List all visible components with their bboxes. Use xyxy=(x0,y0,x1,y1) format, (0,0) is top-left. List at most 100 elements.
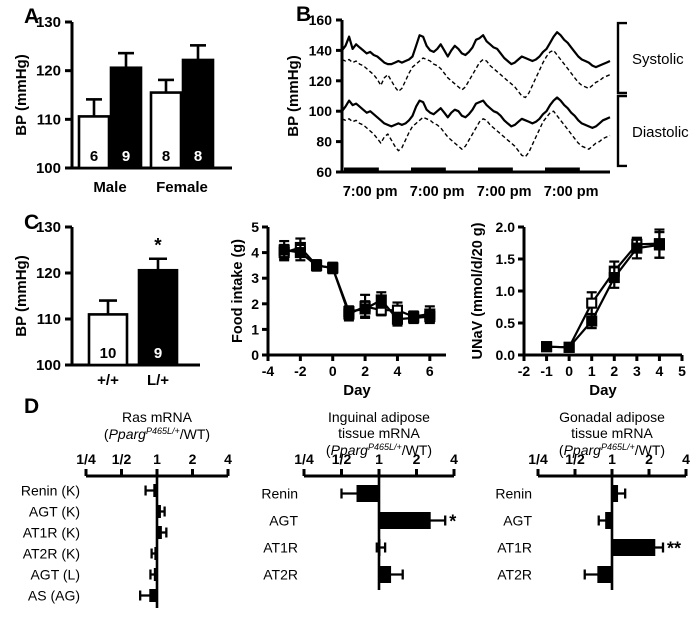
dark-phase-bar xyxy=(545,167,580,174)
x-tick-label: 2 xyxy=(645,451,653,467)
y-tick-label: 5 xyxy=(251,219,259,235)
significance-marker: ** xyxy=(667,539,681,559)
x-tick-label: 1/4 xyxy=(528,451,548,467)
x-tick-label: -2 xyxy=(518,363,531,379)
inguinal-mrna-category-label: AT1R xyxy=(263,540,298,556)
x-tick-label: 7:00 pm xyxy=(477,184,532,200)
y-tick-label: 120 xyxy=(36,265,61,282)
y-tick-label: 100 xyxy=(309,103,333,119)
food-intake-marker-mutant xyxy=(375,294,387,306)
y-axis-label: UNaV (mmol/d/20 g) xyxy=(470,222,486,359)
food-intake-marker-mutant xyxy=(391,313,404,325)
systolic-label: Systolic xyxy=(632,51,684,68)
y-tick-label: 120 xyxy=(309,73,333,89)
panel-c-unav-chart: 0.0 0.5 1.0 1.5 2.0 -2 -1 0 1 2 3 4 5 UNaV (mmol/d/20… xyxy=(470,219,686,399)
gonadal-mrna-category-label: AT2R xyxy=(497,567,532,583)
unav-line-wildtype xyxy=(546,242,660,349)
sample-size-label: 6 xyxy=(90,148,98,165)
food-intake-marker-mutant xyxy=(278,244,290,256)
gonadal-mrna-bar xyxy=(612,539,656,556)
x-tick-label: -4 xyxy=(262,363,275,379)
gonadal-mrna-category-label: AT1R xyxy=(497,540,532,556)
gonadal-mrna-category-label: Renin xyxy=(495,486,532,502)
inguinal-mrna-category-label: Renin xyxy=(261,486,298,502)
dark-phase-bar xyxy=(411,167,446,174)
y-tick-label: 80 xyxy=(316,134,332,150)
y-tick-label: 100 xyxy=(36,357,61,374)
bar-wildtype xyxy=(87,313,129,367)
inguinal-mrna-title-line1b: tissue mRNA xyxy=(338,425,420,441)
x-tick-label: 3 xyxy=(633,363,641,379)
y-tick-label: 160 xyxy=(309,12,333,28)
panel-letter-a: A xyxy=(24,5,40,28)
panel-c-food-chart: 0 1 2 3 4 5 -4 -2 0 2 4 6 Food intake (g) Day xyxy=(230,219,446,399)
bar-male-wildtype xyxy=(77,115,111,170)
y-tick-label: 120 xyxy=(36,63,61,80)
x-tick-label: 1/4 xyxy=(294,451,314,467)
x-tick-label: 4 xyxy=(450,451,458,467)
x-axis-label: Day xyxy=(589,382,617,399)
x-tick-label: 2 xyxy=(413,451,421,467)
y-tick-label: 0 xyxy=(251,347,259,363)
dark-phase-bar xyxy=(344,167,379,174)
x-group-label-female: Female xyxy=(156,179,208,196)
y-tick-label: 60 xyxy=(316,164,332,180)
bar-male-mutant xyxy=(109,66,143,170)
y-tick-label: 1.5 xyxy=(496,251,516,267)
y-tick-label: 0.0 xyxy=(496,347,516,363)
x-tick-label: 4 xyxy=(394,363,402,379)
x-tick-label: 7:00 pm xyxy=(343,184,398,200)
y-tick-label: 1.0 xyxy=(496,283,516,299)
x-tick-label: 1/2 xyxy=(112,451,132,467)
unav-marker-mutant xyxy=(608,272,620,284)
panel-b-chart: 60 80 100 120 140 160 BP (mmHg) 7:00 pm 7:00 pm 7… xyxy=(285,12,689,200)
inguinal-mrna-category-label: AGT xyxy=(269,513,298,529)
unav-line-mutant xyxy=(546,243,660,349)
x-tick-label: 2 xyxy=(610,363,618,379)
trace-systolic-mutant xyxy=(341,31,611,69)
x-tick-label: 1/2 xyxy=(332,451,352,467)
y-tick-label: 100 xyxy=(36,160,61,177)
y-axis-label: BP (mmHg) xyxy=(13,54,30,135)
x-tick-label: 7:00 pm xyxy=(544,184,599,200)
ras-mrna-category-label: AT2R (K) xyxy=(23,546,80,562)
x-tick-label: 1 xyxy=(588,363,596,379)
x-category-label: +/+ xyxy=(97,372,119,389)
panel-letter-c: C xyxy=(24,211,40,234)
sample-size-label: 9 xyxy=(154,345,162,362)
sample-size-label: 8 xyxy=(162,148,170,165)
x-tick-label: 6 xyxy=(426,363,434,379)
food-intake-line-mutant xyxy=(284,248,430,321)
y-tick-label: 130 xyxy=(36,14,61,31)
x-tick-label: 4 xyxy=(682,451,690,467)
y-tick-label: 0.5 xyxy=(496,315,516,331)
dark-phase-bar xyxy=(478,167,513,174)
trace-diastolic-mutant xyxy=(341,96,611,129)
y-tick-label: 110 xyxy=(37,311,61,328)
ras-mrna-title-genotype: (PpargP465L/+/WT) xyxy=(104,426,210,442)
x-tick-label: 1 xyxy=(153,451,161,467)
inguinal-mrna-category-label: AT2R xyxy=(263,567,298,583)
sample-size-label: 8 xyxy=(194,148,202,165)
food-intake-marker-mutant xyxy=(310,259,323,271)
systolic-bracket xyxy=(616,21,627,95)
sample-size-label: 10 xyxy=(100,345,117,362)
significance-marker: * xyxy=(449,512,456,532)
food-intake-marker-mutant xyxy=(327,262,339,274)
food-intake-marker-mutant xyxy=(359,303,371,315)
y-tick-label: 110 xyxy=(37,111,61,128)
food-intake-marker-mutant xyxy=(343,305,355,318)
x-tick-label: -1 xyxy=(540,363,553,379)
x-tick-label: 1/2 xyxy=(565,451,585,467)
x-tick-label: 2 xyxy=(361,363,369,379)
panel-c-bp-chart: 100 110 120 130 BP (mmHg) 10 +/+ 9 * L/+ xyxy=(13,219,200,389)
y-tick-label: 140 xyxy=(309,42,333,58)
trace-systolic-wildtype xyxy=(341,49,611,99)
x-axis-label: Day xyxy=(343,382,371,399)
unav-marker-wildtype xyxy=(586,297,598,309)
x-category-label: L/+ xyxy=(147,372,169,389)
y-tick-label: 2.0 xyxy=(496,219,516,235)
